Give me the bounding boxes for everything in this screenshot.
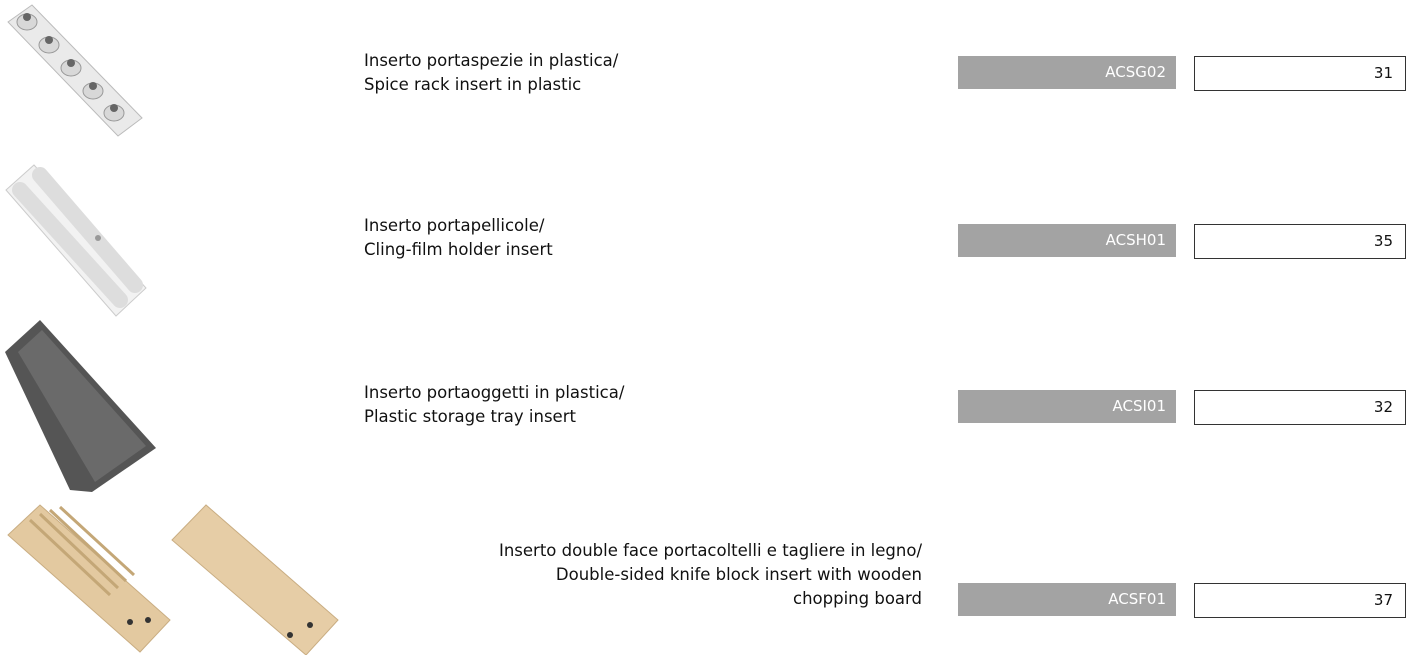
product-images (5, 4, 339, 655)
description-line: Double-sided knife block insert with woo… (555, 565, 922, 584)
product-code: ACSF01 (958, 583, 1176, 616)
price-box: 35 (1194, 224, 1406, 259)
description-line: Cling-film holder insert (364, 240, 553, 259)
description-line: Spice rack insert in plastic (364, 75, 582, 94)
description-line: Inserto portaspezie in plastica/ (364, 51, 619, 70)
spice-rack-image (7, 4, 143, 137)
tray-image (5, 320, 156, 492)
description-line: Inserto portapellicole/ (364, 216, 545, 235)
description-line: Inserto portaoggetti in plastica/ (364, 383, 625, 402)
description-line: chopping board (793, 589, 922, 608)
knife-block-image (7, 504, 339, 655)
price-box: 31 (1194, 56, 1406, 91)
product-code: ACSI01 (958, 390, 1176, 423)
description-line: Plastic storage tray insert (364, 407, 576, 426)
price-box: 37 (1194, 583, 1406, 618)
product-code: ACSH01 (958, 224, 1176, 257)
product-code: ACSG02 (958, 56, 1176, 89)
description-line: Inserto double face portacoltelli e tagl… (498, 541, 922, 560)
cling-film-image (5, 164, 147, 317)
price-box: 32 (1194, 390, 1406, 425)
